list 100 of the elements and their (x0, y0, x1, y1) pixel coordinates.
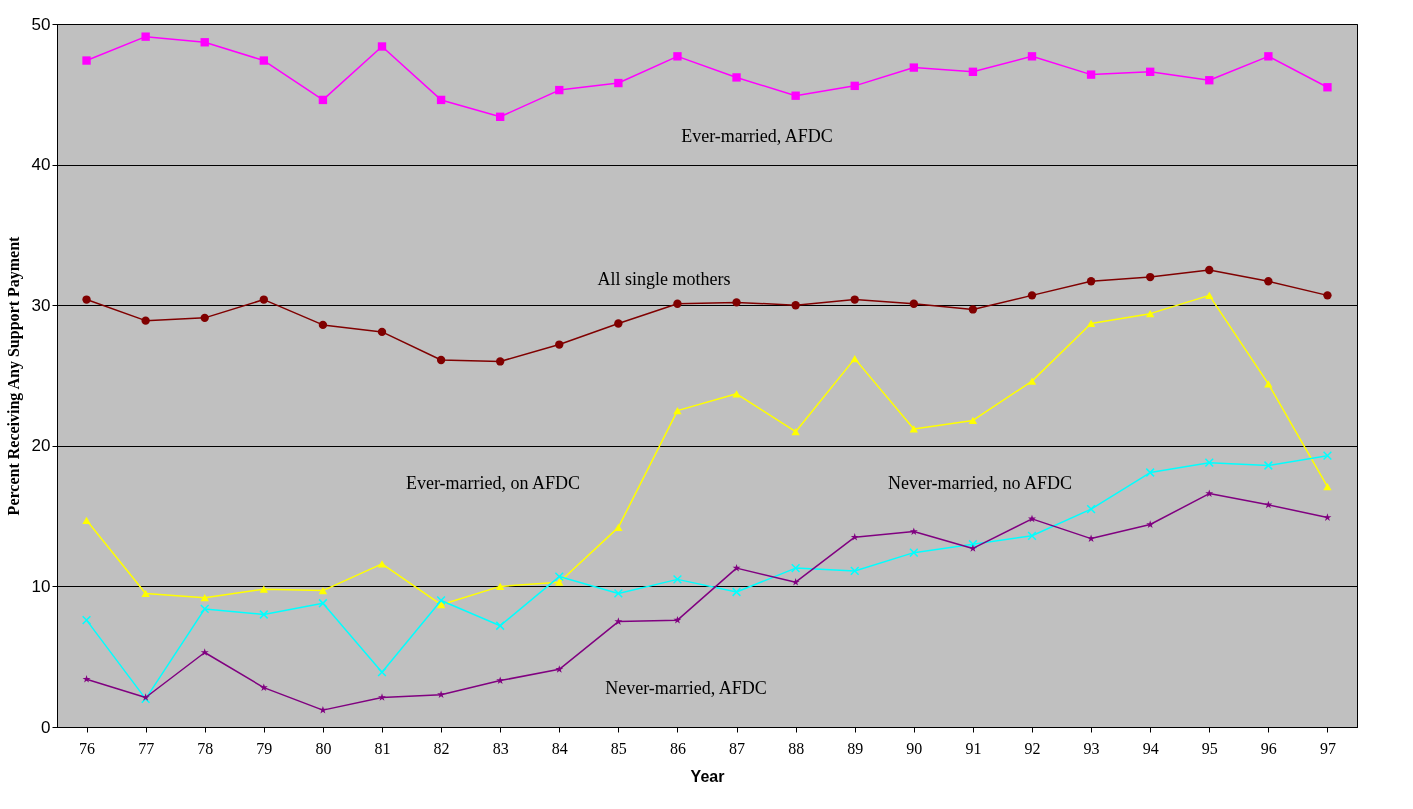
point (850, 81, 859, 91)
point (82, 56, 91, 65)
point (200, 313, 209, 323)
point (1146, 520, 1155, 528)
x-tick-label: 95 (1201, 739, 1218, 757)
point (791, 301, 800, 310)
point (1263, 460, 1273, 471)
point (1027, 52, 1037, 61)
point (1027, 377, 1037, 385)
x-tick-label: 86 (669, 739, 686, 757)
point (436, 601, 446, 609)
point (200, 38, 209, 47)
point (673, 299, 682, 308)
x-tick-label: 91 (965, 739, 982, 757)
x-tick-label: 89 (847, 739, 864, 757)
x-tick-label: 78 (197, 739, 214, 757)
point (909, 299, 918, 308)
x-tick-label: 87 (729, 739, 746, 757)
point (81, 615, 92, 625)
point (673, 615, 682, 624)
point (850, 533, 859, 541)
point (613, 588, 623, 599)
y-tick-label: 10 (31, 576, 51, 596)
x-tick-label: 77 (138, 739, 155, 757)
point (1146, 67, 1155, 76)
point (496, 112, 505, 121)
point (318, 95, 328, 105)
point (555, 340, 564, 349)
point (614, 523, 623, 531)
point (909, 527, 918, 535)
point (554, 571, 564, 582)
point (732, 73, 741, 82)
point (968, 67, 978, 76)
point (672, 574, 683, 584)
point (318, 598, 328, 608)
point (1205, 489, 1214, 497)
point (141, 316, 150, 325)
x-tick-label: 80 (315, 739, 332, 757)
point (968, 305, 978, 314)
point (1323, 83, 1332, 92)
x-tick-label: 90 (906, 739, 923, 757)
point (791, 563, 801, 573)
x-tick-label: 94 (1142, 739, 1159, 757)
point (968, 416, 978, 425)
point (555, 665, 564, 673)
x-tick-label: 88 (788, 739, 805, 757)
point (1028, 514, 1036, 523)
point (1086, 277, 1096, 286)
point (437, 690, 446, 699)
x-tick-label: 76 (79, 739, 96, 757)
series-label: Ever-married, AFDC (681, 126, 833, 146)
y-tick-label: 40 (31, 155, 51, 175)
point (731, 587, 742, 597)
point (436, 595, 446, 606)
x-tick-label: 97 (1319, 739, 1336, 757)
point (1323, 291, 1332, 300)
series-label: Never-married, AFDC (605, 678, 767, 698)
point (377, 327, 387, 337)
point (259, 683, 268, 692)
point (318, 320, 328, 330)
point (1264, 52, 1273, 61)
x-tick-label: 85 (610, 739, 627, 757)
point (909, 548, 919, 558)
point (82, 516, 91, 524)
point (1264, 500, 1273, 509)
point (1146, 310, 1155, 318)
point (555, 85, 564, 95)
y-tick-label: 30 (31, 295, 51, 315)
point (791, 428, 800, 436)
point (1205, 291, 1214, 299)
point (436, 355, 446, 365)
point (318, 586, 328, 595)
point (200, 648, 209, 656)
point (1145, 467, 1155, 478)
point (673, 407, 682, 415)
point (496, 357, 505, 366)
point (436, 95, 446, 105)
x-tick-label: 96 (1260, 739, 1277, 757)
point (259, 295, 268, 304)
y-axis-title: Percent Receiving Any Support Payment (4, 235, 23, 516)
x-tick-label: 93 (1083, 739, 1100, 757)
point (968, 539, 978, 549)
point (850, 566, 860, 576)
point (555, 578, 564, 586)
point (1264, 380, 1273, 388)
series-label: Never-married, no AFDC (887, 473, 1073, 493)
point (1086, 319, 1096, 328)
point (732, 298, 741, 307)
point (732, 563, 741, 572)
point (200, 604, 210, 614)
point (614, 319, 623, 328)
point (141, 589, 150, 598)
point (1323, 513, 1332, 521)
text: Ever-married, on AFDC (405, 473, 581, 493)
x-tick-label: 84 (551, 739, 568, 757)
point (200, 594, 209, 602)
point (1086, 504, 1096, 514)
point (495, 621, 505, 631)
point (496, 676, 505, 684)
point (1264, 277, 1273, 286)
